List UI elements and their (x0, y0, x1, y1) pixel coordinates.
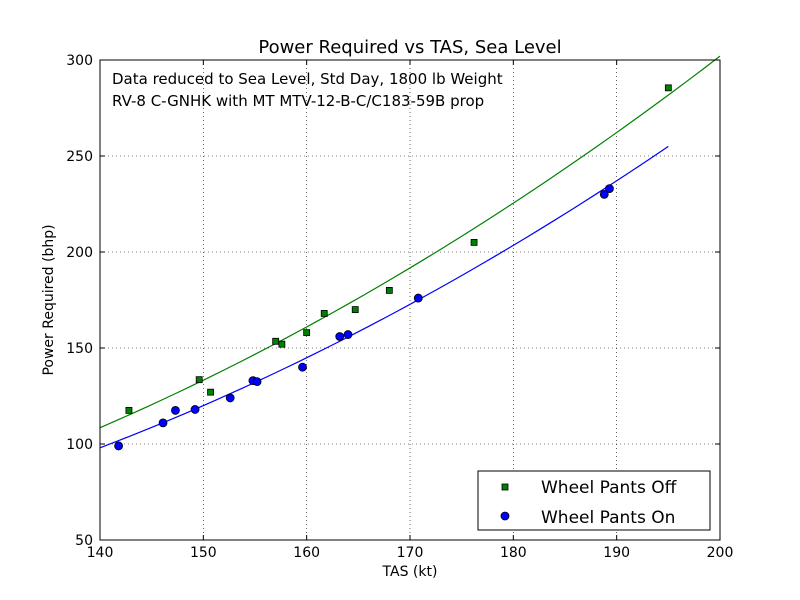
data-point-wheel-pants-on (343, 330, 353, 339)
annotation-line-1: Data reduced to Sea Level, Std Day, 1800… (112, 70, 503, 88)
plot-area (99, 55, 721, 541)
annotation-line-2: RV-8 C-GNHK with MT MTV-12-B-C/C183-59B … (112, 92, 484, 110)
data-point-wheel-pants-on (335, 332, 345, 341)
data-point-wheel-pants-off (385, 286, 393, 294)
chart-title: Power Required vs TAS, Sea Level (258, 37, 561, 58)
data-point-wheel-pants-on (252, 377, 262, 387)
data-point-wheel-pants-off (125, 406, 133, 414)
y-tick-label: 50 (75, 533, 93, 549)
x-tick-label: 140 (87, 545, 114, 561)
data-point-wheel-pants-off (303, 329, 311, 337)
x-tick-label: 170 (397, 545, 424, 561)
grid (100, 60, 720, 540)
data-point-wheel-pants-off (664, 84, 672, 92)
data-point-wheel-pants-on (158, 418, 168, 428)
legend-marker-wheel-pants-off (501, 483, 509, 491)
x-axis-label: TAS (kt) (382, 564, 438, 580)
x-tick-label: 200 (707, 545, 734, 561)
data-point-wheel-pants-on (190, 405, 200, 414)
legend: Wheel Pants Off Wheel Pants On (477, 470, 711, 531)
x-tick-label: 160 (293, 545, 320, 561)
data-point-wheel-pants-on (171, 405, 180, 415)
fit-curve-wheel-pants-off (99, 55, 721, 429)
y-tick-label: 200 (66, 245, 93, 261)
data-point-wheel-pants-on (605, 184, 614, 194)
data-point-wheel-pants-off (195, 376, 203, 384)
x-tick-label: 180 (500, 545, 527, 561)
y-tick-label: 100 (66, 437, 93, 453)
data-point-wheel-pants-off (320, 310, 328, 317)
x-tick-label: 190 (603, 545, 630, 561)
data-point-wheel-pants-on (225, 393, 235, 403)
legend-label-wheel-pants-off: Wheel Pants Off (541, 478, 678, 498)
data-point-wheel-pants-off (278, 340, 286, 348)
x-tick-label: 150 (190, 545, 217, 561)
y-tick-label: 250 (66, 149, 93, 165)
data-point-wheel-pants-on (599, 189, 609, 199)
ticks (99, 59, 721, 541)
legend-marker-wheel-pants-on (500, 511, 510, 521)
y-tick-label: 300 (66, 53, 93, 69)
legend-label-wheel-pants-on: Wheel Pants On (541, 508, 675, 528)
legend-box (477, 470, 711, 531)
data-point-wheel-pants-on (114, 441, 123, 451)
data-point-wheel-pants-off (272, 337, 280, 345)
data-points (114, 84, 672, 451)
y-axis-label: Power Required (bhp) (41, 224, 57, 375)
data-point-wheel-pants-on (298, 362, 307, 372)
data-point-wheel-pants-off (470, 238, 478, 246)
data-point-wheel-pants-off (207, 388, 214, 396)
data-point-wheel-pants-off (351, 306, 359, 314)
data-point-wheel-pants-on (413, 293, 423, 303)
y-tick-label: 150 (66, 341, 93, 357)
